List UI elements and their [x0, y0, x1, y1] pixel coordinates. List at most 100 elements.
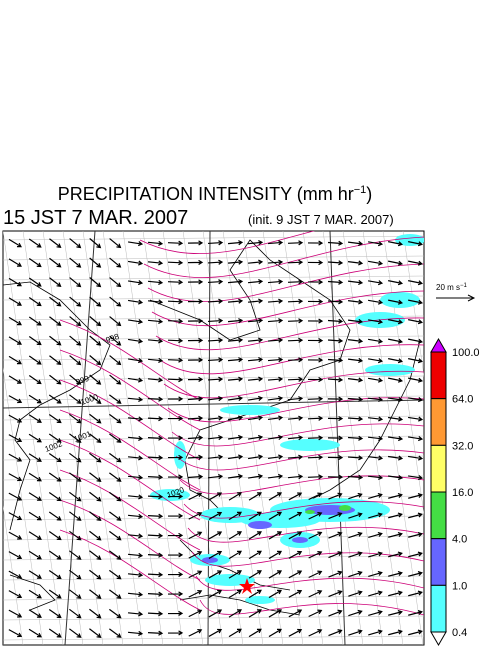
coastline — [9, 574, 56, 611]
wind-arrow — [308, 629, 323, 637]
wind-arrow — [167, 435, 184, 441]
wind-arrow — [147, 611, 164, 617]
wind-arrow — [69, 472, 82, 482]
title-sup: −1 — [354, 184, 367, 196]
wind-arrow — [408, 571, 423, 577]
wind-arrow — [288, 531, 303, 540]
wind-arrow — [28, 355, 42, 365]
isobar — [159, 344, 424, 375]
wind-arrow — [69, 433, 82, 443]
wind-arrow — [288, 492, 303, 501]
wind-arrow — [307, 454, 324, 460]
wind-arrow — [48, 414, 62, 424]
wind-arrow — [109, 335, 122, 346]
wind-arrow — [28, 589, 42, 599]
wind-arrow — [267, 259, 284, 265]
wind-arrow — [368, 570, 383, 578]
wind-arrow — [89, 238, 102, 249]
wind-arrow — [127, 533, 144, 539]
colorbar-label: 1.0 — [452, 580, 467, 592]
wind-arrow — [227, 279, 244, 285]
wind-arrow — [69, 530, 82, 541]
wind-arrow — [288, 609, 303, 618]
wind-arrow — [49, 355, 62, 365]
wind-arrow — [28, 609, 42, 618]
wind-arrow — [227, 454, 244, 460]
wind-arrow — [109, 394, 122, 404]
wind-arrow — [167, 591, 184, 597]
wind-arrow — [147, 474, 164, 480]
wind-arrow — [267, 337, 284, 343]
wind-arrow — [308, 551, 323, 559]
wind-arrow — [208, 628, 223, 637]
wind-arrow — [89, 511, 102, 521]
wind-arrow — [109, 589, 122, 599]
wind-arrow — [89, 491, 102, 502]
wind-arrow — [109, 491, 122, 502]
wind-arrow — [348, 512, 363, 519]
wind-arrow — [287, 435, 304, 441]
wind-arrow — [147, 299, 164, 305]
wind-arrow — [307, 435, 324, 441]
wind-arrow — [228, 550, 242, 560]
wind-arrow — [367, 474, 384, 481]
wind-arrow — [388, 590, 403, 597]
wind-arrow — [69, 550, 82, 560]
wind-arrow — [147, 552, 164, 558]
wind-arrow — [247, 298, 264, 304]
colorbar-segment — [430, 351, 447, 400]
wind-arrow — [28, 258, 42, 268]
wind-arrow — [147, 396, 164, 402]
colorbar-label: 32.0 — [452, 440, 473, 452]
wind-arrow — [388, 280, 404, 286]
wind-arrow — [307, 298, 324, 305]
wind-arrow — [267, 240, 284, 246]
wind-arrow — [69, 277, 82, 288]
colorbar-segment — [430, 444, 447, 493]
wind-arrow — [388, 338, 404, 344]
wind-arrow — [408, 532, 423, 538]
wind-arrow — [147, 533, 164, 539]
wind-arrow — [228, 531, 242, 540]
wind-arrow — [347, 279, 364, 286]
wind-arrow — [8, 512, 23, 521]
wind-arrow — [308, 570, 323, 579]
coastline — [149, 239, 351, 521]
colorbar-label: 4.0 — [452, 534, 467, 546]
wind-arrow — [48, 531, 62, 541]
wind-arrow — [109, 257, 122, 268]
wind-arrow — [8, 551, 23, 560]
precip-area — [220, 405, 280, 415]
wind-arrow — [28, 472, 42, 482]
wind-arrow — [127, 494, 144, 500]
isobar — [59, 499, 201, 581]
wind-arrow — [207, 337, 224, 343]
wind-arrow — [408, 299, 424, 305]
wind-arrow — [387, 475, 404, 481]
wind-arrow — [247, 434, 264, 440]
colorbar-label: 0.4 — [452, 627, 467, 639]
graticule — [3, 275, 424, 281]
precip-area — [280, 439, 340, 451]
wind-arrow — [187, 415, 204, 421]
meridian — [207, 231, 211, 645]
isobar — [59, 409, 201, 491]
wind-arrow — [407, 455, 424, 461]
wind-arrow — [207, 376, 224, 382]
wind-arrow — [267, 395, 284, 402]
wind-arrow — [227, 395, 244, 401]
wind-arrow — [348, 492, 363, 500]
wind-arrow — [287, 454, 304, 460]
wind-arrow — [8, 473, 23, 482]
wind-arrow — [287, 396, 304, 402]
wind-arrow — [109, 569, 122, 580]
wind-arrow — [8, 609, 23, 618]
wind-arrow — [367, 396, 384, 403]
wind-arrow — [348, 609, 363, 617]
isobar — [59, 469, 201, 551]
wind-arrow — [127, 319, 144, 325]
wind-arrow — [327, 357, 344, 363]
wind-arrow — [69, 608, 82, 619]
wind-arrow — [408, 358, 424, 364]
wind-arrow — [89, 277, 102, 288]
